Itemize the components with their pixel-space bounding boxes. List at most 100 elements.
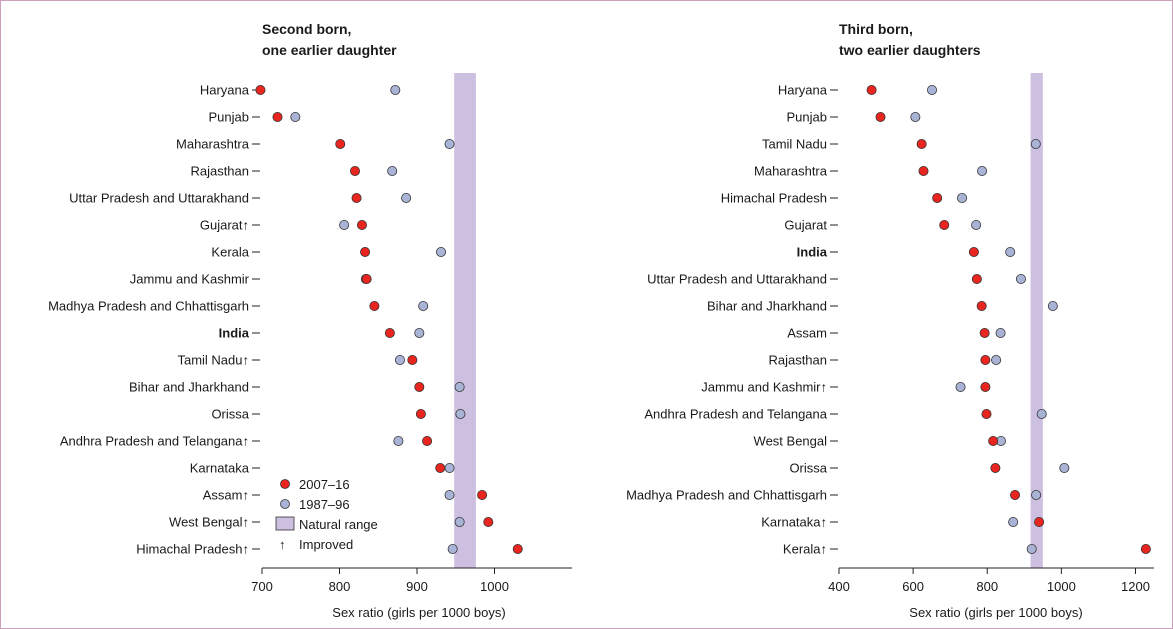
- point-2007-16: [255, 85, 266, 96]
- data-points: [866, 85, 1151, 555]
- point-2007-16: [272, 112, 283, 123]
- category-label: West Bengal↑: [169, 515, 249, 530]
- category-label: Uttar Pradesh and Uttarakhand: [69, 191, 249, 206]
- category-labels: Haryana Punjab Maharashtra Rajasthan Uttar P…: [48, 83, 260, 557]
- point-2007-16: [1010, 489, 1021, 500]
- point-2007-16: [435, 462, 446, 473]
- category-label: Rajasthan: [190, 164, 249, 179]
- point-2007-16: [932, 192, 943, 203]
- legend-improved-symbol: ↑: [279, 537, 286, 552]
- category-label: Tamil Nadu: [762, 137, 827, 152]
- point-2007-16: [415, 408, 426, 419]
- point-1987-96: [444, 462, 455, 473]
- category-label: Kerala: [211, 245, 249, 260]
- point-1987-96: [1008, 517, 1019, 528]
- point-2007-16: [407, 354, 418, 365]
- point-1987-96: [910, 112, 921, 123]
- panel-title-line1: Second born,: [262, 21, 351, 37]
- legend-label-1987: 1987–96: [299, 497, 350, 512]
- point-1987-96: [1059, 462, 1070, 473]
- category-label: Punjab: [787, 110, 827, 125]
- category-label: Assam: [787, 326, 827, 341]
- point-2007-16: [384, 327, 395, 338]
- category-label: Jammu and Kashmir: [130, 272, 250, 287]
- category-label: Bihar and Jharkhand: [129, 380, 249, 395]
- x-tick-label: 600: [902, 579, 924, 594]
- category-label: Jammu and Kashmir↑: [701, 380, 827, 395]
- point-1987-96: [339, 219, 350, 230]
- point-2007-16: [1034, 517, 1045, 528]
- point-1987-96: [390, 85, 401, 96]
- point-1987-96: [1005, 246, 1016, 257]
- point-2007-16: [349, 165, 360, 176]
- category-label: Gujarat↑: [200, 218, 249, 233]
- point-1987-96: [447, 544, 458, 555]
- category-label: Tamil Nadu↑: [177, 353, 249, 368]
- point-1987-96: [444, 489, 455, 500]
- point-2007-16: [369, 300, 380, 311]
- point-1987-96: [455, 408, 466, 419]
- point-1987-96: [1031, 489, 1042, 500]
- category-label: Bihar and Jharkhand: [707, 299, 827, 314]
- point-1987-96: [444, 138, 455, 149]
- category-label: Madhya Pradesh and Chhattisgarh: [626, 488, 827, 503]
- legend-marker-2007: [280, 479, 290, 489]
- x-tick-label: 800: [329, 579, 351, 594]
- point-2007-16: [981, 408, 992, 419]
- point-2007-16: [483, 517, 494, 528]
- point-2007-16: [916, 138, 927, 149]
- category-label: Haryana: [200, 83, 250, 98]
- category-label: Orissa: [211, 407, 249, 422]
- point-1987-96: [1015, 273, 1026, 284]
- point-1987-96: [995, 327, 1006, 338]
- point-2007-16: [875, 112, 886, 123]
- point-1987-96: [957, 192, 968, 203]
- point-1987-96: [454, 381, 465, 392]
- point-2007-16: [988, 435, 999, 446]
- x-tick-label: 1000: [1047, 579, 1076, 594]
- point-1987-96: [1026, 544, 1037, 555]
- legend-marker-1987: [280, 499, 290, 509]
- point-2007-16: [335, 138, 346, 149]
- category-label: Maharashtra: [176, 137, 250, 152]
- category-label: Madhya Pradesh and Chhattisgarh: [48, 299, 249, 314]
- point-1987-96: [290, 112, 301, 123]
- point-2007-16: [918, 165, 929, 176]
- category-labels: Haryana Punjab Tamil Nadu Maharashtra Himach…: [626, 83, 838, 557]
- point-2007-16: [990, 462, 1001, 473]
- panel-title-line2: one earlier daughter: [262, 42, 397, 58]
- x-axis-label: Sex ratio (girls per 1000 boys): [332, 605, 505, 620]
- category-label: Punjab: [209, 110, 249, 125]
- point-2007-16: [356, 219, 367, 230]
- x-tick-label: 1000: [480, 579, 509, 594]
- point-2007-16: [980, 354, 991, 365]
- data-points: [255, 85, 523, 555]
- x-tick-label: 400: [828, 579, 850, 594]
- category-label: West Bengal: [754, 434, 828, 449]
- point-1987-96: [991, 354, 1002, 365]
- point-2007-16: [361, 273, 372, 284]
- legend-label-natural: Natural range: [299, 517, 378, 532]
- point-2007-16: [351, 192, 362, 203]
- panel-title-line2: two earlier daughters: [839, 42, 981, 58]
- point-2007-16: [968, 246, 979, 257]
- point-1987-96: [1036, 408, 1047, 419]
- x-tick-label: 700: [251, 579, 273, 594]
- x-tick-label: 900: [406, 579, 428, 594]
- x-ticks: 400 600 800 1000 1200: [828, 568, 1150, 594]
- x-tick-label: 800: [976, 579, 998, 594]
- x-tick-label: 1200: [1121, 579, 1150, 594]
- point-1987-96: [414, 327, 425, 338]
- panel-second-born: Second born, one earlier daughter Haryan…: [48, 21, 572, 620]
- point-2007-16: [477, 489, 488, 500]
- category-label: Orissa: [789, 461, 827, 476]
- point-2007-16: [971, 273, 982, 284]
- category-label: Assam↑: [203, 488, 249, 503]
- category-label: Karnataka: [190, 461, 250, 476]
- point-1987-96: [387, 165, 398, 176]
- point-1987-96: [454, 517, 465, 528]
- point-1987-96: [393, 435, 404, 446]
- point-2007-16: [1140, 544, 1151, 555]
- point-2007-16: [866, 85, 877, 96]
